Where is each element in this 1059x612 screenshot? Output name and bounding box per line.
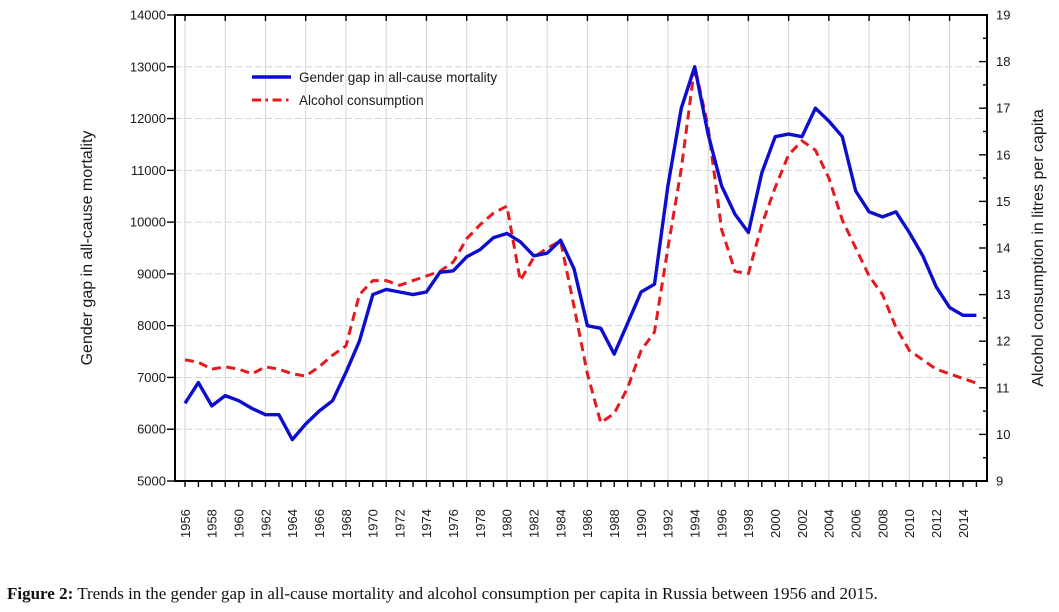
y-right-tick-label: 19 bbox=[996, 8, 1010, 23]
x-tick-label: 1966 bbox=[312, 509, 327, 538]
x-tick-label: 2008 bbox=[875, 509, 890, 538]
x-tick-label: 1978 bbox=[473, 509, 488, 538]
y-left-tick-label: 9000 bbox=[137, 266, 166, 281]
ticks bbox=[167, 14, 987, 487]
x-tick-label: 2004 bbox=[822, 509, 837, 538]
caption-text: Trends in the gender gap in all-cause mo… bbox=[73, 584, 878, 603]
x-tick-label: 1998 bbox=[741, 509, 756, 538]
x-tick-label: 2012 bbox=[929, 509, 944, 538]
x-tick-label: 1962 bbox=[258, 509, 273, 538]
x-tick-label: 2014 bbox=[956, 509, 971, 538]
y-right-tick-label: 11 bbox=[996, 380, 1010, 395]
tick-labels: 5000 6000 7000 8000 9000 10000 11000 12000 13000… bbox=[130, 8, 1011, 539]
figure-caption: Figure 2: Trends in the gender gap in al… bbox=[7, 584, 1053, 604]
axis-titles: Gender gap in all-cause mortality Alcohol… bbox=[79, 109, 1047, 387]
caption-prefix: Figure 2: bbox=[7, 584, 74, 603]
x-tick-label: 1976 bbox=[446, 509, 461, 538]
x-tick-label: 1982 bbox=[527, 509, 542, 538]
x-tick-label: 1968 bbox=[339, 509, 354, 538]
y-right-tick-label: 12 bbox=[996, 334, 1010, 349]
y-right-tick-label: 14 bbox=[996, 241, 1010, 256]
y-left-tick-label: 14000 bbox=[130, 8, 166, 23]
chart: 5000 6000 7000 8000 9000 10000 11000 12000 13000… bbox=[79, 8, 1047, 539]
y-right-tick-label: 17 bbox=[996, 101, 1010, 116]
x-tick-label: 2002 bbox=[795, 509, 810, 538]
y-left-tick-label: 5000 bbox=[137, 474, 166, 489]
x-tick-label: 1994 bbox=[688, 509, 703, 538]
y-right-tick-label: 9 bbox=[996, 474, 1003, 489]
y-right-tick-label: 16 bbox=[996, 147, 1010, 162]
x-tick-label: 1964 bbox=[285, 509, 300, 538]
series-gender-gap-line bbox=[183, 65, 977, 442]
x-tick-label: 2006 bbox=[848, 509, 863, 538]
y-right-tick-label: 13 bbox=[996, 287, 1010, 302]
y-left-tick-label: 11000 bbox=[131, 163, 166, 178]
x-tick-label: 1996 bbox=[714, 509, 729, 538]
x-tick-label: 1974 bbox=[419, 509, 434, 538]
x-tick-label: 1984 bbox=[553, 509, 568, 538]
x-tick-label: 1992 bbox=[661, 509, 676, 538]
x-tick-label: 1980 bbox=[500, 509, 515, 538]
y-left-tick-label: 8000 bbox=[137, 318, 166, 333]
x-tick-label: 1960 bbox=[231, 509, 246, 538]
y-right-tick-label: 15 bbox=[996, 194, 1010, 209]
x-tick-label: 2000 bbox=[768, 509, 783, 538]
y-left-tick-label: 6000 bbox=[137, 422, 166, 437]
y-right-tick-label: 18 bbox=[996, 54, 1010, 69]
x-tick-label: 2010 bbox=[902, 509, 917, 538]
y-left-tick-label: 13000 bbox=[130, 59, 166, 74]
series-alcohol-line bbox=[184, 64, 977, 425]
x-tick-label: 1958 bbox=[205, 509, 220, 538]
legend: Gender gap in all-cause mortality Alcohol… bbox=[252, 70, 497, 108]
y-right-tick-label: 10 bbox=[996, 427, 1010, 442]
legend-gender-gap-label: Gender gap in all-cause mortality bbox=[299, 70, 497, 85]
x-tick-label: 1988 bbox=[607, 509, 622, 538]
x-tick-label: 1990 bbox=[634, 509, 649, 538]
x-tick-label: 1956 bbox=[178, 509, 193, 538]
x-tick-label: 1972 bbox=[392, 509, 407, 538]
left-axis-title: Gender gap in all-cause mortality bbox=[79, 131, 96, 366]
y-left-tick-label: 12000 bbox=[130, 111, 166, 126]
right-axis-title: Alcohol consumption in litres per capita bbox=[1030, 109, 1047, 387]
plot-border bbox=[174, 14, 988, 482]
legend-alcohol-label: Alcohol consumption bbox=[299, 93, 424, 108]
x-tick-label: 1970 bbox=[366, 509, 381, 538]
y-left-tick-label: 10000 bbox=[130, 215, 166, 230]
x-tick-label: 1986 bbox=[580, 509, 595, 538]
horizontal-gridlines bbox=[175, 66, 987, 430]
y-left-tick-label: 7000 bbox=[137, 370, 166, 385]
